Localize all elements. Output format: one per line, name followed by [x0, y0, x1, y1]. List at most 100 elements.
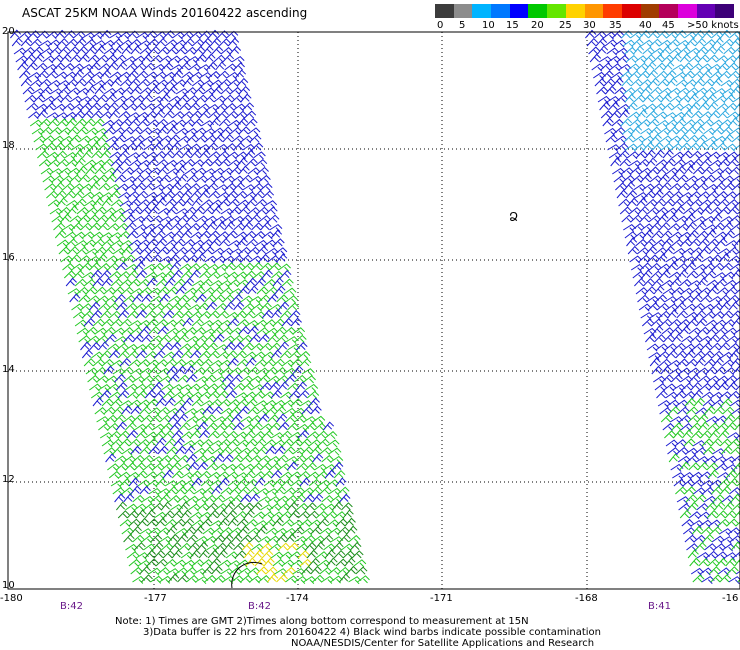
wind-barb — [667, 447, 680, 456]
wind-barb — [73, 69, 85, 79]
wind-barb — [681, 62, 694, 71]
wind-barb — [85, 286, 98, 295]
wind-barb — [653, 149, 665, 159]
wind-barb — [166, 125, 178, 135]
wind-barb — [704, 270, 717, 279]
wind-barb — [99, 310, 112, 319]
wind-barb — [234, 550, 247, 559]
wind-barb — [227, 159, 241, 168]
legend-label: >50 knots — [687, 20, 739, 31]
wind-barb — [682, 527, 696, 536]
wind-barb — [181, 149, 193, 159]
wind-barb — [672, 198, 684, 207]
wind-barb — [82, 32, 96, 41]
wind-barb — [725, 469, 738, 479]
wind-barb — [296, 543, 309, 552]
wind-barb — [123, 55, 137, 64]
wind-barb — [123, 455, 137, 464]
wind-barb — [716, 287, 730, 296]
wind-barb — [306, 390, 320, 399]
wind-barb — [714, 319, 727, 328]
wind-barb — [249, 575, 262, 584]
wind-barb — [69, 54, 82, 63]
wind-barb — [73, 231, 86, 240]
wind-barb — [691, 158, 703, 167]
wind-barb — [656, 253, 668, 263]
wind-barb — [227, 198, 240, 207]
wind-barb — [136, 190, 149, 199]
wind-barb — [94, 327, 108, 336]
wind-barb — [144, 431, 158, 440]
wind-barb — [682, 343, 696, 352]
wind-barb — [171, 269, 184, 279]
wind-barb — [242, 262, 255, 271]
wind-barb — [204, 535, 218, 544]
wind-barb — [208, 190, 221, 199]
wind-barb — [733, 144, 740, 151]
wind-barb — [709, 479, 723, 488]
wind-barb — [670, 277, 682, 287]
wind-barb — [703, 39, 717, 48]
wind-barb — [58, 246, 71, 255]
wind-barb — [697, 326, 710, 335]
wind-barb — [226, 271, 239, 280]
wind-barb — [184, 407, 198, 416]
wind-barb — [665, 256, 679, 265]
wind-barb — [227, 317, 240, 327]
wind-barb — [80, 303, 93, 312]
wind-barb — [714, 501, 726, 511]
wind-barb — [647, 254, 660, 263]
wind-barb — [170, 541, 182, 551]
wind-barb — [231, 215, 245, 224]
wind-barb — [37, 70, 49, 79]
legend-swatch — [453, 4, 473, 18]
wind-barb — [184, 445, 196, 455]
legend-label: 35 — [609, 20, 622, 31]
wind-barb — [80, 262, 93, 271]
wind-barb — [717, 110, 730, 119]
note-line-2: 3)Data buffer is 22 hrs from 20160422 4)… — [143, 627, 601, 638]
wind-barb — [191, 358, 204, 367]
wind-barb — [269, 381, 281, 391]
wind-barb — [258, 535, 272, 544]
wind-barb — [701, 391, 715, 400]
wind-barb — [681, 247, 695, 256]
wind-barb — [254, 438, 267, 447]
wind-barb — [53, 181, 65, 191]
wind-barb — [161, 221, 173, 231]
wind-barb — [713, 455, 727, 464]
wind-barb — [222, 133, 234, 143]
wind-barb — [130, 45, 142, 55]
wind-barb — [202, 206, 215, 215]
wind-barb — [708, 246, 721, 255]
wind-barb — [619, 158, 631, 167]
wind-barb — [132, 414, 145, 423]
wind-barb — [258, 215, 271, 224]
wind-barb — [89, 61, 101, 71]
wind-barb — [683, 303, 697, 312]
wind-barb — [114, 293, 126, 303]
wind-barb — [141, 53, 153, 63]
wind-barb — [243, 430, 256, 439]
wind-barb — [211, 85, 224, 95]
wind-barb — [91, 351, 104, 360]
wind-barb — [685, 311, 699, 320]
wind-barb — [639, 262, 652, 271]
wind-barb — [635, 150, 648, 159]
pass-time-label: B:42 — [248, 601, 271, 612]
wind-barb — [141, 414, 154, 423]
wind-barb — [721, 222, 734, 231]
wind-barb — [618, 63, 632, 72]
wind-barb — [665, 119, 679, 128]
wind-barb — [725, 286, 738, 295]
wind-barb — [305, 502, 317, 511]
lat-label: 14 — [2, 364, 15, 375]
wind-barb — [265, 527, 279, 536]
wind-barb — [107, 61, 119, 71]
wind-barb — [154, 191, 168, 200]
wind-barb — [164, 119, 178, 128]
wind-barb — [330, 575, 343, 584]
wind-barb — [123, 333, 135, 343]
wind-barb — [211, 367, 225, 376]
wind-barb — [159, 216, 173, 225]
